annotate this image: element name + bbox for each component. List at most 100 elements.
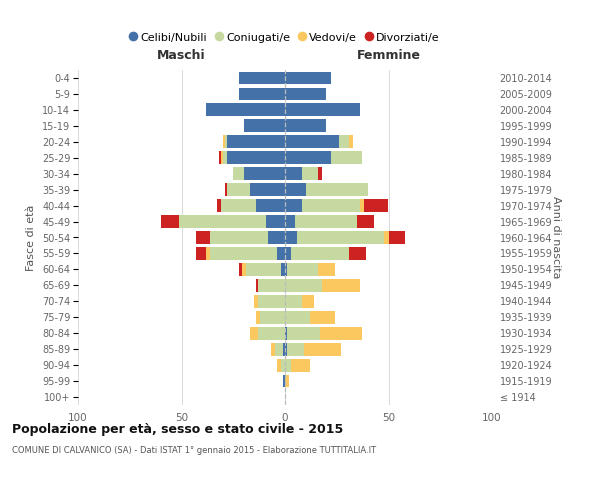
Bar — [256, 279, 258, 291]
Bar — [244, 120, 285, 132]
Bar — [285, 72, 331, 85]
Bar — [221, 199, 256, 212]
Bar — [206, 104, 285, 117]
Bar — [331, 152, 362, 164]
Bar — [256, 199, 285, 212]
Y-axis label: Anni di nascita: Anni di nascita — [551, 196, 561, 279]
Bar — [223, 152, 227, 164]
Bar — [254, 295, 258, 308]
Bar — [258, 279, 285, 291]
Bar — [349, 247, 366, 260]
Bar — [285, 263, 287, 276]
Bar — [233, 168, 244, 180]
Bar — [287, 343, 304, 355]
Bar — [285, 295, 302, 308]
Bar — [239, 72, 285, 85]
Bar — [364, 199, 389, 212]
Bar — [285, 231, 298, 244]
Bar — [291, 358, 310, 372]
Bar — [250, 327, 258, 340]
Bar — [244, 168, 285, 180]
Bar — [258, 295, 285, 308]
Bar — [318, 168, 322, 180]
Bar — [277, 247, 285, 260]
Bar — [285, 136, 339, 148]
Bar — [285, 327, 287, 340]
Bar — [275, 343, 283, 355]
Bar — [320, 327, 362, 340]
Bar — [306, 184, 368, 196]
Bar — [239, 88, 285, 101]
Bar — [385, 231, 389, 244]
Bar — [285, 279, 322, 291]
Bar — [250, 184, 285, 196]
Text: Popolazione per età, sesso e stato civile - 2015: Popolazione per età, sesso e stato civil… — [12, 422, 343, 436]
Bar — [196, 247, 206, 260]
Text: COMUNE DI CALVANICO (SA) - Dati ISTAT 1° gennaio 2015 - Elaborazione TUTTITALIA.: COMUNE DI CALVANICO (SA) - Dati ISTAT 1°… — [12, 446, 376, 455]
Bar — [223, 136, 225, 148]
Bar — [302, 199, 359, 212]
Bar — [161, 215, 179, 228]
Bar — [349, 136, 353, 148]
Bar — [285, 311, 310, 324]
Bar — [258, 327, 285, 340]
Text: Maschi: Maschi — [157, 48, 206, 62]
Bar — [285, 343, 287, 355]
Bar — [285, 184, 306, 196]
Bar — [304, 343, 341, 355]
Bar — [285, 104, 359, 117]
Text: Femmine: Femmine — [356, 48, 421, 62]
Bar — [281, 263, 285, 276]
Bar — [285, 199, 302, 212]
Bar — [359, 199, 364, 212]
Bar — [287, 263, 318, 276]
Bar — [242, 263, 245, 276]
Bar — [285, 168, 302, 180]
Bar — [322, 279, 359, 291]
Bar — [283, 343, 285, 355]
Bar — [298, 231, 385, 244]
Bar — [266, 215, 285, 228]
Bar — [285, 374, 289, 388]
Bar — [196, 231, 211, 244]
Bar — [285, 358, 291, 372]
Bar — [285, 215, 295, 228]
Bar — [339, 136, 349, 148]
Bar — [358, 215, 374, 228]
Bar — [211, 247, 277, 260]
Bar — [239, 263, 242, 276]
Bar — [283, 374, 285, 388]
Bar — [271, 343, 275, 355]
Bar — [268, 231, 285, 244]
Bar — [285, 247, 291, 260]
Bar — [179, 215, 266, 228]
Legend: Celibi/Nubili, Coniugati/e, Vedovi/e, Divorziati/e: Celibi/Nubili, Coniugati/e, Vedovi/e, Di… — [127, 28, 443, 46]
Bar — [225, 136, 227, 148]
Bar — [389, 231, 405, 244]
Bar — [225, 184, 227, 196]
Bar — [260, 311, 285, 324]
Bar — [211, 231, 268, 244]
Bar — [285, 88, 326, 101]
Bar — [310, 311, 335, 324]
Bar — [217, 199, 221, 212]
Bar — [256, 311, 260, 324]
Bar — [295, 215, 358, 228]
Bar — [318, 263, 335, 276]
Bar — [206, 247, 211, 260]
Bar — [302, 295, 314, 308]
Bar — [281, 358, 285, 372]
Bar — [219, 152, 221, 164]
Bar — [285, 152, 331, 164]
Y-axis label: Fasce di età: Fasce di età — [26, 204, 37, 270]
Bar — [245, 263, 281, 276]
Bar — [277, 358, 281, 372]
Bar — [287, 327, 320, 340]
Bar — [302, 168, 318, 180]
Bar — [221, 152, 223, 164]
Bar — [227, 184, 250, 196]
Bar — [227, 152, 285, 164]
Bar — [285, 120, 326, 132]
Bar — [291, 247, 349, 260]
Bar — [227, 136, 285, 148]
